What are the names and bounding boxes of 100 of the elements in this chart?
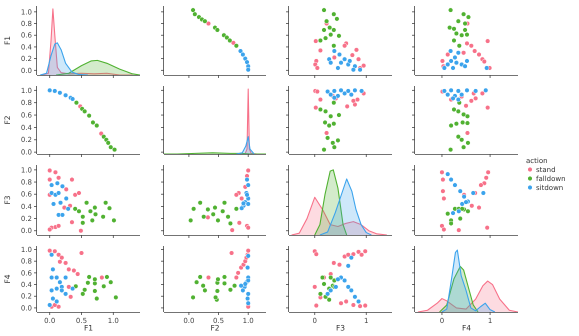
point <box>332 54 337 60</box>
point <box>240 52 246 58</box>
point <box>452 54 458 60</box>
point <box>90 218 95 223</box>
point <box>456 208 462 214</box>
point <box>448 147 454 152</box>
point <box>324 18 330 24</box>
point <box>63 260 68 266</box>
point <box>331 27 336 33</box>
point <box>354 47 360 52</box>
point <box>63 291 68 296</box>
point <box>348 255 354 260</box>
point <box>238 283 244 288</box>
point <box>456 228 462 233</box>
point <box>50 266 56 272</box>
point <box>94 296 100 302</box>
point <box>464 88 470 93</box>
point <box>206 274 212 280</box>
point <box>445 62 450 68</box>
point <box>229 250 234 256</box>
point <box>313 105 318 110</box>
point <box>312 284 318 290</box>
point <box>328 32 334 38</box>
point <box>331 100 336 106</box>
point <box>74 100 79 106</box>
point <box>222 280 228 286</box>
point <box>236 220 242 226</box>
point <box>464 114 470 119</box>
point <box>445 52 450 58</box>
point <box>92 276 98 282</box>
point <box>454 30 459 36</box>
point <box>459 32 464 38</box>
point <box>52 170 58 175</box>
point <box>348 92 354 98</box>
point <box>50 296 56 302</box>
point <box>335 65 340 71</box>
point <box>464 120 470 126</box>
point <box>327 25 332 30</box>
point <box>439 170 445 175</box>
point <box>56 252 62 258</box>
point <box>335 138 340 143</box>
point <box>220 208 226 214</box>
point <box>318 291 323 296</box>
point <box>456 18 461 24</box>
point <box>328 274 334 280</box>
point <box>350 52 355 58</box>
point <box>234 274 239 280</box>
point <box>86 113 92 118</box>
point <box>321 8 327 13</box>
point <box>224 35 230 40</box>
point <box>215 276 221 282</box>
point <box>462 27 468 33</box>
point <box>465 140 470 146</box>
point <box>342 43 348 48</box>
point <box>108 280 114 285</box>
point <box>323 108 328 114</box>
point <box>321 147 327 152</box>
point <box>222 200 228 206</box>
point <box>456 97 461 102</box>
point <box>113 294 118 300</box>
point <box>50 201 56 207</box>
point <box>328 60 334 66</box>
point <box>212 205 218 210</box>
point <box>334 16 340 22</box>
point <box>72 192 78 198</box>
point <box>190 294 196 300</box>
point <box>465 208 470 214</box>
point <box>466 14 471 20</box>
point <box>325 291 330 296</box>
point <box>234 192 239 198</box>
point <box>338 300 344 306</box>
point <box>47 168 52 174</box>
point <box>245 265 250 270</box>
point <box>56 304 62 310</box>
point <box>352 88 358 93</box>
point <box>472 48 478 54</box>
point <box>451 38 457 44</box>
point <box>362 303 368 308</box>
point <box>205 206 210 212</box>
point <box>324 130 330 136</box>
point <box>464 130 470 136</box>
point <box>464 58 470 64</box>
point <box>314 65 320 71</box>
point <box>359 252 364 258</box>
point <box>200 283 206 288</box>
point <box>458 216 463 222</box>
point <box>336 33 342 38</box>
point <box>336 262 342 268</box>
point <box>359 88 364 94</box>
point <box>47 88 52 93</box>
point <box>52 88 58 94</box>
point <box>439 223 445 228</box>
point <box>106 140 111 146</box>
point <box>482 59 487 64</box>
point <box>232 283 238 288</box>
point <box>456 50 461 56</box>
point <box>332 48 337 54</box>
point <box>238 48 244 54</box>
point <box>101 284 106 289</box>
point <box>99 274 104 280</box>
